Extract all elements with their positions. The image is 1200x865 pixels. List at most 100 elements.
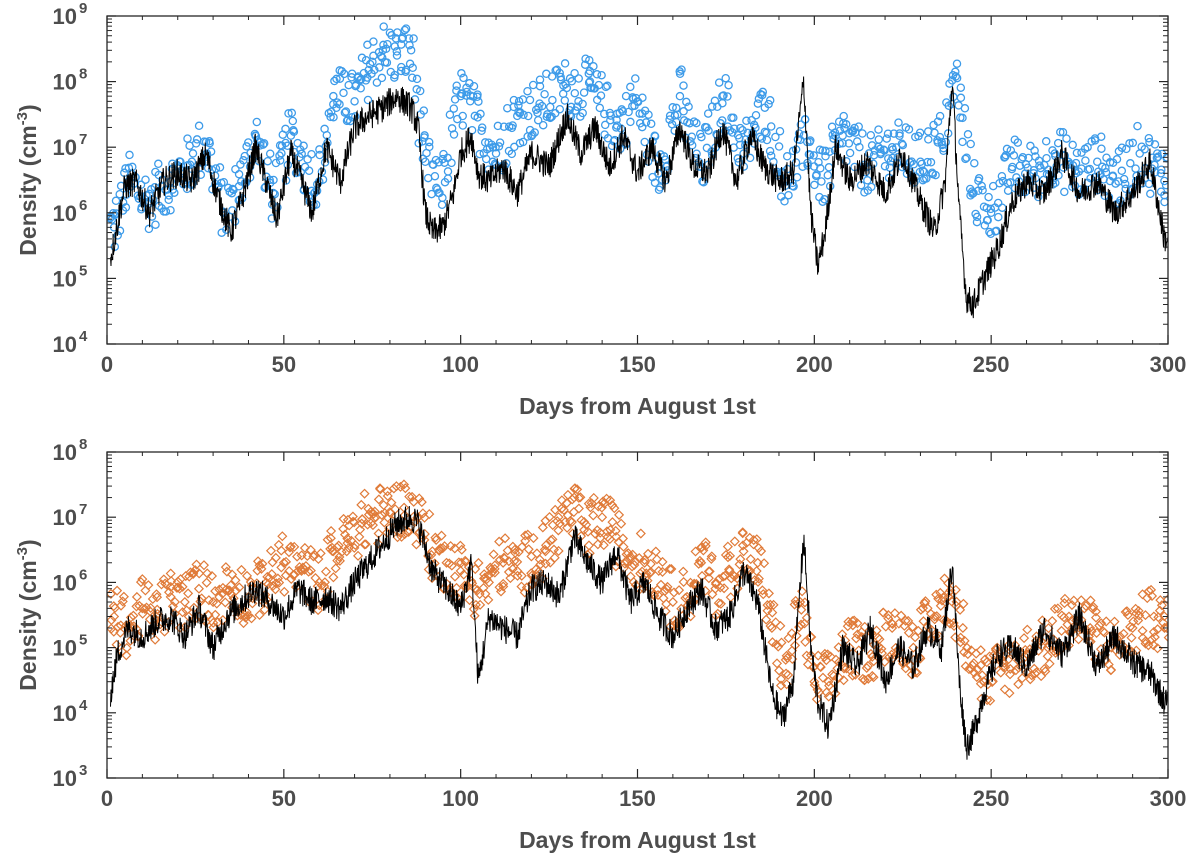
observed-marker	[588, 492, 599, 503]
observed-marker	[154, 159, 163, 169]
observed-marker	[704, 126, 713, 135]
observed-marker	[825, 147, 834, 156]
observed-marker	[584, 78, 594, 87]
observed-marker	[289, 569, 300, 580]
observed-marker	[584, 548, 595, 559]
observed-marker	[1157, 165, 1166, 174]
observed-marker	[668, 103, 677, 112]
observed-marker	[1052, 603, 1063, 614]
observed-marker	[203, 595, 214, 606]
observed-marker	[357, 514, 368, 525]
observed-marker	[475, 149, 484, 159]
observed-marker	[239, 610, 251, 621]
observed-marker	[386, 497, 397, 508]
observed-marker	[125, 635, 136, 646]
observed-marker	[558, 504, 569, 516]
observed-marker	[1137, 625, 1148, 636]
observed-marker	[121, 203, 131, 212]
observed-marker	[503, 566, 514, 578]
observed-marker	[597, 70, 606, 80]
observed-marker	[510, 142, 519, 152]
observed-marker	[1148, 640, 1159, 651]
observed-marker	[765, 599, 776, 610]
observed-marker	[980, 654, 991, 665]
observed-point	[470, 111, 480, 121]
observed-marker	[922, 174, 931, 183]
observed-marker	[775, 620, 786, 631]
observed-marker	[280, 556, 292, 567]
observed-marker	[1144, 133, 1154, 143]
observed-marker	[166, 205, 175, 215]
observed-marker	[616, 518, 627, 529]
observed-marker	[630, 556, 641, 567]
observed-marker	[379, 517, 390, 528]
observed-marker	[360, 539, 371, 550]
observed-marker	[801, 650, 812, 661]
observed-marker	[267, 580, 278, 592]
observed-marker	[144, 224, 154, 234]
observed-marker	[838, 675, 849, 686]
observed-marker	[907, 621, 918, 632]
observed-marker	[330, 563, 341, 574]
observed-marker	[994, 212, 1003, 222]
observed-marker	[868, 656, 879, 667]
observed-marker	[279, 586, 290, 597]
observed-marker	[910, 632, 921, 643]
observed-marker	[991, 227, 1000, 236]
observed-marker	[477, 126, 486, 136]
observed-marker	[177, 607, 188, 618]
observed-marker	[960, 104, 970, 113]
observed-marker	[519, 110, 528, 120]
observed-point	[969, 188, 978, 198]
observed-marker	[878, 607, 889, 618]
observed-marker	[751, 110, 761, 120]
observed-marker	[383, 39, 392, 49]
observed-marker	[325, 533, 336, 544]
observed-marker	[1126, 632, 1137, 643]
observed-marker	[592, 539, 603, 550]
observed-marker	[631, 74, 640, 83]
observed-marker	[802, 659, 814, 670]
observed-point	[455, 565, 466, 576]
observed-point	[427, 546, 438, 557]
observed-marker	[459, 73, 468, 83]
y-tick-label: 10	[53, 70, 77, 95]
observed-marker	[700, 537, 711, 548]
observed-marker	[353, 73, 362, 83]
observed-marker	[147, 593, 158, 605]
observed-marker	[775, 680, 787, 691]
observed-marker	[256, 563, 267, 574]
observed-point	[718, 91, 727, 101]
observed-marker	[382, 486, 393, 497]
observed-marker	[556, 495, 567, 506]
observed-marker	[220, 585, 231, 596]
observed-marker	[1013, 679, 1024, 690]
observed-marker	[782, 152, 792, 161]
observed-marker	[1035, 161, 1044, 170]
observed-marker	[183, 588, 194, 599]
observed-marker	[1112, 155, 1122, 164]
observed-marker	[452, 81, 461, 90]
observed-marker	[523, 86, 532, 96]
observed-marker	[835, 126, 845, 135]
observed-marker	[792, 173, 802, 182]
observed-point	[534, 103, 543, 112]
observed-marker	[302, 550, 313, 562]
observed-marker	[821, 687, 832, 698]
observed-marker	[208, 617, 219, 628]
observed-marker	[234, 182, 244, 191]
observed-marker	[774, 142, 784, 151]
observed-marker	[404, 491, 415, 502]
y-tick-label: 10	[53, 701, 77, 726]
observed-marker	[971, 671, 982, 683]
observed-point	[710, 583, 721, 594]
observed-marker	[330, 76, 339, 86]
observed-marker	[241, 607, 252, 618]
observed-marker	[275, 151, 284, 160]
observed-point	[1159, 622, 1168, 634]
observed-marker	[596, 91, 606, 100]
observed-marker	[140, 585, 151, 596]
y-tick-exponent: 7	[79, 501, 87, 518]
observed-marker	[842, 621, 853, 632]
